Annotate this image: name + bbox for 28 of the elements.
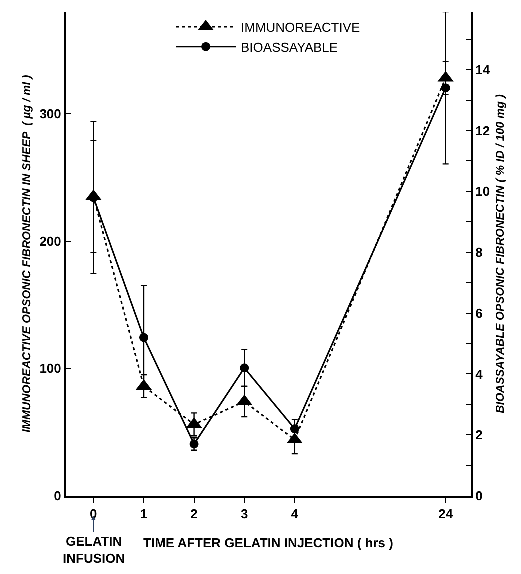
y2-tick-label: 0 xyxy=(476,488,483,504)
x-tick-label: 3 xyxy=(240,506,248,522)
y2-tick-label: 10 xyxy=(476,184,490,200)
legend-label: BIOASSAYABLE xyxy=(241,40,338,55)
annotation: GELATIN INFUSION xyxy=(63,534,126,566)
x-tick-label: 24 xyxy=(438,506,454,522)
legend-label: IMMUNOREACTIVE xyxy=(241,20,360,36)
point xyxy=(441,84,450,93)
y-tick-label: 200 xyxy=(40,234,62,249)
y2-tick-label: 2 xyxy=(476,428,483,443)
y2-tick-label: 6 xyxy=(476,306,483,321)
x-tick-label: 0 xyxy=(90,506,98,522)
y-tick-label: 0 xyxy=(54,488,62,504)
point xyxy=(139,333,148,342)
point xyxy=(290,424,300,434)
y-tick-label: 300 xyxy=(40,106,62,122)
x-tick-label: 4 xyxy=(291,506,300,522)
y2-tick-label: 12 xyxy=(476,123,490,138)
y2-tick-label: 14 xyxy=(476,62,491,78)
x-tick-label: 1 xyxy=(140,506,148,522)
y-tick-label: 100 xyxy=(40,361,62,376)
x-axis-title: TIME AFTER GELATIN INJECTION ( hrs ) xyxy=(144,536,394,551)
point xyxy=(240,364,250,373)
y2-tick-label: 8 xyxy=(476,245,483,260)
y-axis-title: IMMUNOREACTIVE OPSONIC FIBRONECTIN IN SHEEP ( µg / ml ) xyxy=(22,75,34,433)
y2-axis-title: BIOASSAYABLE OPSONIC FIBRONECTIN ( % ID / 100 mg ) xyxy=(494,94,507,414)
x-tick-label: 2 xyxy=(190,506,198,522)
y2-tick-label: 4 xyxy=(476,366,484,382)
